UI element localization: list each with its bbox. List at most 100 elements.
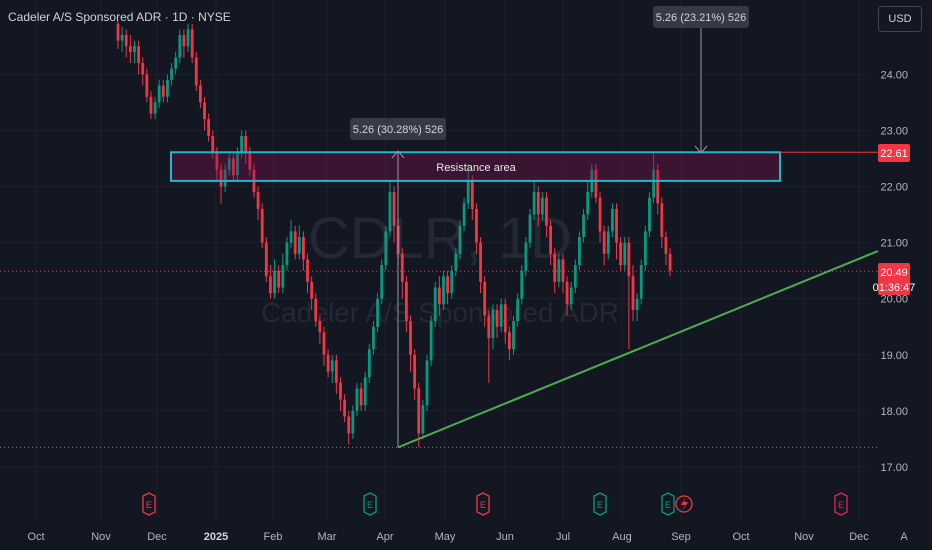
y-tick-label: 18.00 <box>880 406 908 418</box>
y-tick-label: 17.00 <box>880 462 908 474</box>
y-tick-label: 20.00 <box>880 294 908 306</box>
resistance-price-label: 22.61 <box>880 148 908 160</box>
candle-body <box>306 259 309 282</box>
x-tick-label: Nov <box>91 531 111 543</box>
candle-body <box>540 197 544 215</box>
earnings-event-letter: E <box>367 500 373 510</box>
candle-body <box>450 270 454 294</box>
candle-body <box>363 377 367 406</box>
candle-body <box>578 236 581 266</box>
candle-body <box>553 253 557 282</box>
measure-label-1: 5.26 (30.28%) 526 <box>350 118 446 140</box>
candle-body <box>619 242 623 266</box>
candle-body <box>203 102 206 120</box>
candle-body <box>458 225 462 254</box>
x-tick-label: Mar <box>318 531 337 543</box>
candle-body <box>524 242 528 271</box>
earnings-event-badge <box>476 492 490 516</box>
y-tick-label: 22.00 <box>880 182 908 194</box>
earnings-event-letter: E <box>665 500 671 510</box>
candle-body <box>602 231 606 254</box>
y-tick-label: 24.00 <box>880 69 908 81</box>
candle-body <box>384 231 388 266</box>
candle-body <box>256 192 260 209</box>
earnings-event-letter: E <box>480 500 486 510</box>
candle-body <box>376 298 379 327</box>
x-axis: Oct Nov Dec 2025 Feb Mar Apr May Jun Jul Aug Sep Oct… <box>27 531 869 543</box>
candle-body <box>433 287 437 322</box>
candle-body <box>409 321 412 355</box>
candle-body <box>293 231 297 254</box>
candle-body <box>664 236 668 254</box>
earnings-event-badge <box>593 492 607 516</box>
earnings-event-icon: E <box>593 492 607 516</box>
x-tick-label: Sep <box>671 531 691 543</box>
resistance-zone-label: Resistance area <box>436 162 516 174</box>
x-tick-label: Jul <box>556 531 570 543</box>
y-axis: 24.00 23.00 22.00 21.00 20.00 19.00 18.00 17.00 <box>880 69 908 474</box>
x-tick-label: Apr <box>376 531 393 543</box>
candle-body <box>137 46 140 64</box>
drawings <box>0 28 879 449</box>
candle-body <box>454 253 458 271</box>
currency-button[interactable]: USD <box>878 6 922 32</box>
candle-body <box>124 35 128 47</box>
measure-1-arrowhead <box>391 150 405 159</box>
candle-body <box>133 46 136 52</box>
candle-body <box>326 354 330 372</box>
candle-body <box>656 169 660 204</box>
chart-title: Cadeler A/S Sponsored ADR · 1D · NYSE <box>8 10 231 24</box>
candle-body <box>413 354 417 389</box>
candle-body <box>635 298 639 310</box>
candle-body <box>573 265 577 288</box>
earnings-event-icon: E <box>142 492 156 516</box>
candle-body <box>380 265 384 299</box>
x-tick-label: Nov <box>794 531 814 543</box>
candle-body <box>367 349 371 378</box>
candle-body <box>334 360 338 383</box>
candle-body <box>652 169 655 198</box>
x-tick-label: Jun <box>496 531 514 543</box>
candle-body <box>623 242 627 266</box>
auto-scale-button[interactable]: A <box>900 531 908 543</box>
candle-body <box>273 270 276 294</box>
last-price-label: 20.49 <box>880 267 908 279</box>
candle-body <box>639 265 643 299</box>
y-tick-label: 19.00 <box>880 350 908 362</box>
candle-body <box>186 29 190 47</box>
candle-body <box>462 203 466 226</box>
x-tick-label: Dec <box>147 531 167 543</box>
candle-body <box>231 158 235 176</box>
y-tick-label: 23.00 <box>880 125 908 137</box>
measure-label-1-text: 5.26 (30.28%) 526 <box>353 124 444 136</box>
candle-body <box>141 63 145 75</box>
candle-body <box>289 231 293 243</box>
candle-body <box>425 360 429 406</box>
candle-body <box>207 119 211 137</box>
measure-2-arrowhead <box>694 145 708 154</box>
candle-body <box>668 253 672 271</box>
candles <box>116 21 672 448</box>
candle-body <box>194 57 198 86</box>
candle-body <box>244 136 248 153</box>
candle-body <box>322 332 326 355</box>
candle-body <box>240 136 243 153</box>
candle-body <box>236 152 239 176</box>
earnings-event-letter: E <box>838 500 844 510</box>
countdown-label: 01:36:47 <box>873 282 916 294</box>
candle-body <box>561 259 565 282</box>
candle-body <box>392 192 396 226</box>
candle-body <box>182 35 186 47</box>
candle-body <box>120 35 124 41</box>
candle-body <box>178 35 182 58</box>
candle-body <box>487 315 491 338</box>
candle-body <box>508 332 511 350</box>
candle-body <box>264 242 268 277</box>
earnings-event-badge <box>661 492 675 516</box>
candle-body <box>528 214 532 243</box>
candle-body <box>372 326 375 350</box>
candle-body <box>429 321 433 361</box>
candle-body <box>648 197 651 232</box>
candle-body <box>516 298 520 322</box>
